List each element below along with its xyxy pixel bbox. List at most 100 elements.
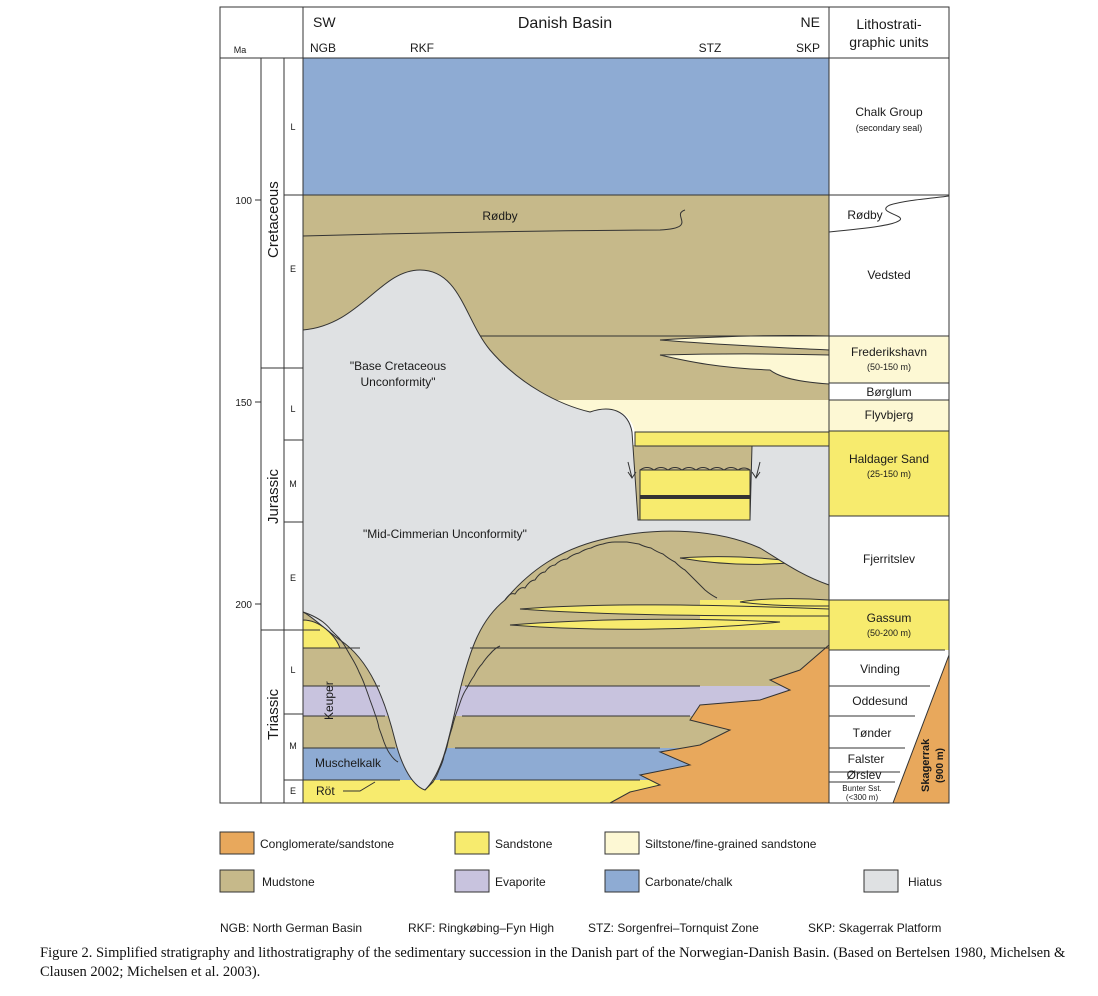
rodby-boundary — [302, 209, 686, 237]
abbr-skp: SKP: Skagerrak Platform — [808, 921, 941, 935]
legend-label-sandstone: Sandstone — [495, 837, 553, 851]
age-tick-100: 100 — [235, 196, 252, 207]
unit-bunter-1: Bunter Sst. — [842, 784, 882, 793]
unconformity-wavy-left — [302, 611, 399, 763]
unit-borglum: Børglum — [866, 385, 911, 399]
stratigraphy-figure: Rødby "Base Cretaceous Unconformity" "Mi… — [219, 6, 950, 935]
age-tick-200: 200 — [235, 600, 252, 611]
epoch-triassic-l: L — [290, 665, 295, 675]
unit-flyvbjerg-fill — [829, 400, 949, 431]
unit-falster: Falster — [848, 752, 885, 766]
unit-haldager-note: (25-150 m) — [867, 469, 911, 479]
unit-orslev: Ørslev — [847, 768, 882, 782]
epoch-triassic-m: M — [289, 741, 297, 751]
unit-rodby: Rødby — [847, 208, 882, 222]
legend-swatch-carbonate — [604, 869, 640, 893]
abbreviations: NGB: North German Basin RKF: Ringkøbing–… — [220, 921, 941, 935]
label-muschelkalk: Muschelkalk — [315, 756, 382, 770]
epoch-jurassic-l: L — [290, 404, 295, 414]
epoch-cretaceous-l: L — [290, 122, 295, 132]
basin-title: Danish Basin — [518, 15, 612, 32]
period-jurassic: Jurassic — [265, 468, 282, 524]
flyvbjerg-siltstone — [550, 400, 829, 432]
unit-gassum: Gassum — [867, 611, 912, 625]
legend-label-mudstone: Mudstone — [262, 875, 315, 889]
graben-wavy-top — [639, 467, 751, 471]
abbr-rkf: RKF: Ringkøbing–Fyn High — [408, 921, 554, 935]
period-cretaceous: Cretaceous — [265, 181, 282, 258]
label-base-cretaceous-2: Unconformity" — [361, 375, 436, 389]
chronostratigraphy: Cretaceous Jurassic Triassic L E L M E L… — [265, 122, 297, 796]
label-mid-cimmerian: "Mid-Cimmerian Unconformity" — [363, 527, 527, 541]
figure-caption: Figure 2. Simplified stratigraphy and li… — [40, 945, 1066, 980]
unit-vedsted: Vedsted — [867, 268, 910, 282]
haldager-sandstone — [634, 431, 830, 447]
unit-skagerrak: Skagerrak — [920, 738, 932, 792]
unit-frederikshavn-note: (50-150 m) — [867, 362, 911, 372]
legend-label-hiatus: Hiatus — [908, 875, 942, 889]
legend-swatch-sandstone — [454, 831, 490, 855]
epoch-jurassic-e: E — [290, 573, 296, 583]
epoch-cretaceous-e: E — [290, 264, 296, 274]
unit-fjerritslev: Fjerritslev — [863, 552, 915, 566]
unit-flyvbjerg: Flyvbjerg — [865, 408, 914, 422]
label-keuper: Keuper — [322, 681, 336, 720]
ne-label: NE — [801, 14, 820, 30]
unit-frederikshavn-fill — [829, 336, 949, 383]
unit-vinding: Vinding — [860, 662, 900, 676]
sandstone-tongue-3 — [509, 618, 781, 630]
epoch-jurassic-m: M — [289, 479, 297, 489]
legend-label-evaporite: Evaporite — [495, 875, 546, 889]
ngb-label: NGB — [310, 41, 336, 55]
abbr-ngb: NGB: North German Basin — [220, 921, 362, 935]
legend-label-siltstone: Siltstone/fine-grained sandstone — [645, 837, 817, 851]
skagerrak-conglomerate-wedge — [609, 643, 830, 804]
rkf-label: RKF — [410, 41, 434, 55]
age-axis: 100 150 200 — [235, 196, 252, 611]
epoch-triassic-e: E — [290, 786, 296, 796]
unconformity-wavy-edge — [504, 541, 718, 601]
skp-label: SKP — [796, 41, 820, 55]
abbr-stz: STZ: Sorgenfrei–Tornquist Zone — [588, 921, 759, 935]
legend-swatch-hiatus — [863, 869, 899, 893]
chalk-group-layer — [302, 57, 830, 196]
legend-swatch-siltstone — [604, 831, 640, 855]
unit-chalk-note: (secondary seal) — [856, 123, 923, 133]
unit-frederikshavn: Frederikshavn — [851, 345, 927, 359]
legend-swatch-evaporite — [454, 869, 490, 893]
figure-header: Ma SW NE Danish Basin NGB RKF STZ SKP Li… — [234, 14, 929, 55]
legend-swatch-conglomerate — [219, 831, 255, 855]
fault-arrow-right — [751, 461, 761, 479]
figure-frame — [219, 6, 950, 804]
unit-oddesund: Oddesund — [852, 694, 907, 708]
hiatus-region — [302, 269, 830, 791]
unit-rodby-curve — [828, 195, 950, 233]
period-triassic: Triassic — [265, 688, 282, 740]
bedding-lines — [303, 194, 829, 781]
label-rodby-section: Rødby — [482, 209, 517, 223]
unit-bunter-2: (<300 m) — [846, 793, 879, 802]
unit-gassum-note: (50-200 m) — [867, 628, 911, 638]
legend-swatch-mudstone — [219, 869, 255, 893]
unit-boundaries — [829, 194, 949, 783]
unit-chalk-group: Chalk Group — [855, 105, 923, 119]
sw-label: SW — [313, 14, 336, 30]
label-rot: Röt — [316, 784, 335, 798]
cross-section: Rødby "Base Cretaceous Unconformity" "Mi… — [302, 57, 830, 804]
label-base-cretaceous-1: "Base Cretaceous — [350, 359, 446, 373]
rot-leader — [343, 781, 376, 792]
unit-haldager-fill — [829, 431, 949, 516]
unit-gassum-fill — [829, 600, 949, 650]
unit-tonder: Tønder — [853, 726, 892, 740]
legend: Conglomerate/sandstone Sandstone Siltsto… — [219, 831, 942, 893]
unit-skagerrak-note: (900 m) — [935, 748, 946, 783]
fault-arrow-left — [627, 461, 637, 479]
frederikshavn-tongue-2 — [659, 353, 830, 385]
ma-label: Ma — [234, 45, 247, 55]
legend-label-carbonate: Carbonate/chalk — [645, 875, 733, 889]
upper-mudstone-body — [303, 195, 829, 432]
age-tick-150: 150 — [235, 398, 252, 409]
stz-label: STZ — [699, 41, 722, 55]
litho-title-1: Lithostrati- — [856, 16, 922, 32]
litho-title-2: graphic units — [849, 34, 928, 50]
